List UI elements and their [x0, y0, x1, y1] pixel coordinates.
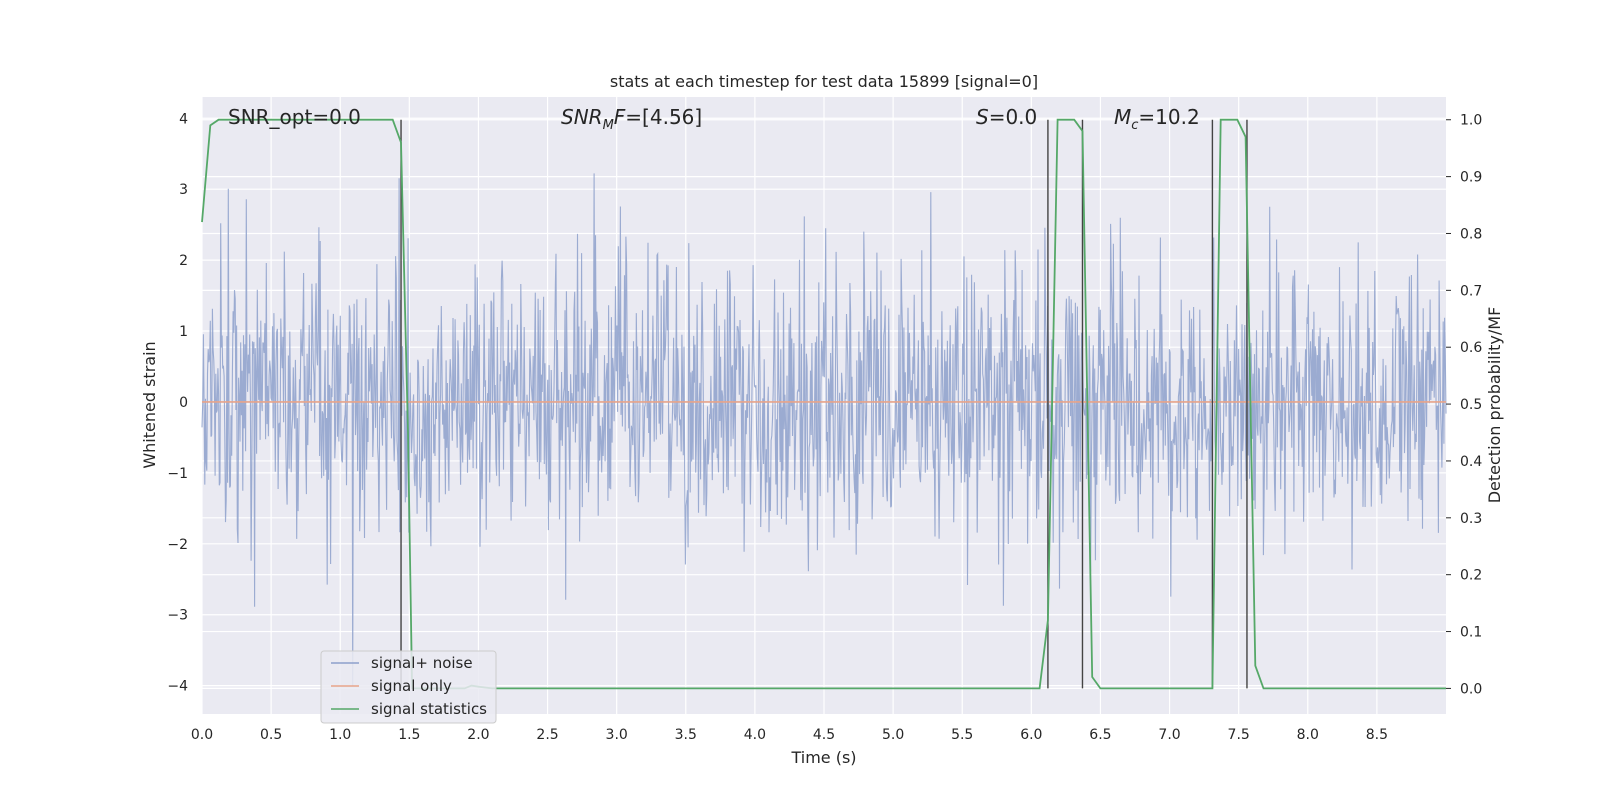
x-tick-label: 1.0 — [329, 727, 351, 743]
legend: signal+ noise signal only signal statist… — [320, 650, 497, 724]
y-ticks-left: −4 −3 −2 −1 0 1 2 3 4 — [167, 111, 188, 694]
x-tick-label: 0.0 — [191, 727, 213, 743]
noise-series — [201, 173, 1447, 686]
x-tick-label: 1.5 — [398, 727, 420, 743]
y-tick-label-left: 0 — [179, 395, 188, 411]
y-tick-label-left: −4 — [167, 679, 188, 695]
x-tick-label: 5.5 — [951, 727, 973, 743]
y-tick-label-right: 0.4 — [1460, 454, 1482, 470]
x-tick-label: 7.0 — [1158, 727, 1180, 743]
statistics-series — [201, 118, 1446, 690]
x-tick-label: 2.0 — [467, 727, 489, 743]
y-tick-label-right: 0.7 — [1460, 283, 1482, 299]
x-tick-label: 6.5 — [1089, 727, 1111, 743]
y-tick-label-right: 0.0 — [1460, 681, 1482, 697]
annotation-snr-mf: SNRMF=[4.56] — [561, 105, 702, 133]
y-tick-label-left: 1 — [179, 324, 188, 340]
y-tick-label-left: −3 — [167, 608, 188, 624]
y-tick-label-right: 0.3 — [1460, 511, 1482, 527]
x-tick-label: 3.5 — [675, 727, 697, 743]
mc-italic: M — [1114, 105, 1131, 129]
x-tick-label: 2.5 — [536, 727, 558, 743]
y-tick-label-left: 2 — [179, 253, 188, 269]
x-tick-label: 4.5 — [813, 727, 835, 743]
x-tick-label: 8.5 — [1366, 727, 1388, 743]
series-signal-noise — [201, 173, 1447, 686]
y-tick-label-right: 0.5 — [1460, 397, 1482, 413]
snr-mf-sub: M — [603, 118, 614, 133]
legend-label-signal: signal only — [371, 677, 452, 695]
snr-mf-suffix-f: F — [614, 105, 626, 129]
y-tick-label-right: 0.1 — [1460, 625, 1482, 641]
legend-box — [320, 650, 497, 724]
annotation-mc: Mc=10.2 — [1114, 105, 1200, 133]
series-signal-statistics — [201, 118, 1446, 690]
grid — [201, 97, 1446, 714]
legend-label-noise: signal+ noise — [371, 654, 473, 672]
y-tick-label-left: 4 — [179, 111, 188, 127]
annotation-s: S=0.0 — [976, 105, 1037, 129]
mc-value: =10.2 — [1138, 105, 1199, 129]
y-tick-label-left: −1 — [167, 466, 188, 482]
y-tick-label-right: 0.9 — [1460, 170, 1482, 186]
x-tick-label: 5.0 — [882, 727, 904, 743]
y-axis-label-right: Detection probability/MF — [1485, 307, 1504, 504]
y-ticks-right: 0.0 0.1 0.2 0.3 0.4 0.5 0.6 0.7 0.8 0.9 1.0 — [1446, 113, 1482, 697]
x-tick-label: 8.0 — [1297, 727, 1319, 743]
y-tick-label-right: 1.0 — [1460, 113, 1482, 129]
x-ticks: 0.0 0.5 1.0 1.5 2.0 2.5 3.0 3.5 4.0 4.5 5.0 5.5 6.0 6… — [191, 727, 1388, 743]
y-tick-label-right: 0.2 — [1460, 568, 1482, 584]
x-tick-label: 3.0 — [606, 727, 628, 743]
y-tick-label-right: 0.6 — [1460, 340, 1482, 356]
chart-title: stats at each timestep for test data 158… — [610, 72, 1038, 91]
x-tick-label: 0.5 — [260, 727, 282, 743]
annotation-snr-opt: SNR_opt=0.0 — [228, 105, 361, 129]
legend-label-stats: signal statistics — [371, 700, 487, 718]
x-tick-label: 7.5 — [1228, 727, 1250, 743]
s-value: =0.0 — [989, 105, 1038, 129]
x-tick-label: 4.0 — [744, 727, 766, 743]
y-axis-label-left: Whitened strain — [140, 341, 159, 468]
y-tick-label-left: −2 — [167, 537, 188, 553]
s-italic: S — [976, 105, 989, 129]
x-axis-label: Time (s) — [790, 748, 856, 767]
y-tick-label-left: 3 — [179, 182, 188, 198]
snr-mf-suffix: =[4.56] — [625, 105, 702, 129]
snr-mf-prefix: SNR — [561, 105, 603, 129]
mc-sub: c — [1131, 118, 1138, 133]
y-tick-label-right: 0.8 — [1460, 226, 1482, 242]
x-tick-label: 6.0 — [1020, 727, 1042, 743]
